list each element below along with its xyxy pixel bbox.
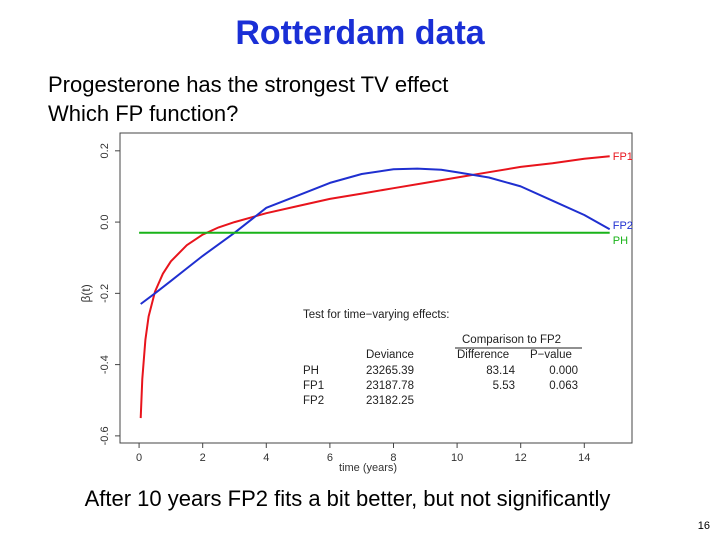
y-tick-label: -0.6	[99, 426, 111, 445]
subtitle-line-2: Which FP function?	[48, 101, 239, 126]
row-deviance: 23265.39	[366, 365, 414, 377]
col-difference: Difference	[457, 349, 509, 361]
x-tick-label: 8	[390, 452, 396, 464]
annotation-heading: Test for time−varying effects:	[303, 309, 449, 321]
y-tick-label: -0.2	[99, 284, 111, 303]
row-pvalue: 0.000	[549, 365, 578, 377]
y-tick-label: 0.2	[99, 143, 111, 158]
x-axis-label: time (years)	[339, 462, 397, 474]
axes-layer: 0 2 4 6 8 10 12 14 -0.6 -0.4 -0.2 0.0 0.2 time (years…	[79, 143, 590, 474]
y-axis-label: β(t)	[79, 284, 93, 302]
annotation-table: Test for time−varying effects: Compariso…	[303, 309, 582, 407]
row-deviance: 23187.78	[366, 380, 414, 392]
row-difference: 83.14	[486, 365, 515, 377]
x-tick-label: 6	[327, 452, 333, 464]
subtitle-line-1: Progesterone has the strongest TV effect	[48, 72, 449, 97]
series-line-fp2	[140, 167, 611, 305]
x-tick-label: 0	[136, 452, 142, 464]
row-model: FP2	[303, 395, 324, 407]
y-tick-label: -0.4	[99, 355, 111, 374]
series-label-fp1: FP1	[613, 151, 633, 163]
col-pvalue: P−value	[530, 349, 572, 361]
row-model: PH	[303, 365, 319, 377]
y-tick-label: 0.0	[99, 214, 111, 229]
series-layer	[139, 155, 611, 419]
footnote: After 10 years FP2 fits a bit better, bu…	[84, 486, 611, 511]
series-label-ph: PH	[613, 235, 628, 247]
x-tick-label: 12	[515, 452, 527, 464]
series-line-fp1	[139, 155, 610, 419]
col-deviance: Deviance	[366, 349, 414, 361]
series-label-fp2: FP2	[613, 220, 633, 232]
label-layer: FP1 FP2 PH	[613, 151, 633, 247]
plot-frame	[119, 132, 633, 444]
annotation-subheading: Comparison to FP2	[462, 334, 561, 346]
x-tick-label: 2	[200, 452, 206, 464]
x-tick-label: 4	[263, 452, 269, 464]
x-tick-label: 10	[451, 452, 463, 464]
page-number: 16	[697, 520, 710, 532]
row-deviance: 23182.25	[366, 395, 414, 407]
row-model: FP1	[303, 380, 324, 392]
slide-title: Rotterdam data	[235, 14, 485, 52]
row-difference: 5.53	[493, 380, 515, 392]
row-pvalue: 0.063	[549, 380, 578, 392]
x-tick-label: 14	[578, 452, 590, 464]
